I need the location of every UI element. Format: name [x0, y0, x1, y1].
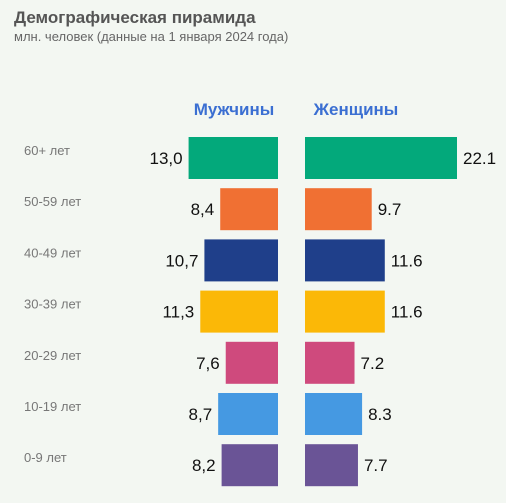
bar-male — [220, 188, 278, 231]
bar-male — [188, 137, 278, 179]
value-label-male: 8,2 — [192, 456, 216, 475]
bar-male — [204, 239, 278, 282]
value-label-female: 9.7 — [378, 200, 402, 219]
age-label: 50-59 лет — [24, 194, 81, 209]
series-label-male: Мужчины — [194, 100, 275, 119]
bar-male — [225, 341, 278, 384]
bar-male — [200, 290, 278, 333]
bar-female — [305, 341, 355, 384]
age-label: 60+ лет — [24, 143, 70, 158]
age-label: 10-19 лет — [24, 399, 81, 414]
value-label-female: 7.7 — [364, 456, 388, 475]
value-label-female: 11.6 — [391, 303, 423, 322]
value-label-male: 8,7 — [189, 405, 213, 424]
age-label: 20-29 лет — [24, 348, 81, 363]
chart-subtitle: млн. человек (данные на 1 января 2024 го… — [14, 29, 289, 44]
chart-title: Демографическая пирамида — [14, 8, 256, 27]
bar-male — [221, 444, 278, 487]
bar-male — [218, 393, 278, 435]
value-label-male: 13,0 — [149, 149, 182, 168]
value-label-female: 8.3 — [368, 405, 392, 424]
value-label-male: 7,6 — [196, 354, 220, 373]
bar-female — [305, 188, 372, 231]
series-label-female: Женщины — [313, 100, 399, 119]
value-label-male: 11,3 — [162, 303, 194, 322]
age-label: 30-39 лет — [24, 297, 81, 312]
value-label-male: 8,4 — [191, 200, 215, 219]
value-label-female: 7.2 — [361, 354, 385, 373]
bar-female — [305, 290, 385, 333]
value-label-female: 11.6 — [391, 251, 423, 270]
bar-female — [305, 137, 457, 179]
age-label: 0-9 лет — [24, 450, 67, 465]
value-label-female: 22.1 — [463, 149, 496, 168]
bar-female — [305, 239, 385, 282]
bar-female — [305, 444, 358, 487]
age-label: 40-49 лет — [24, 245, 81, 260]
bar-female — [305, 393, 363, 435]
value-label-male: 10,7 — [165, 251, 198, 270]
